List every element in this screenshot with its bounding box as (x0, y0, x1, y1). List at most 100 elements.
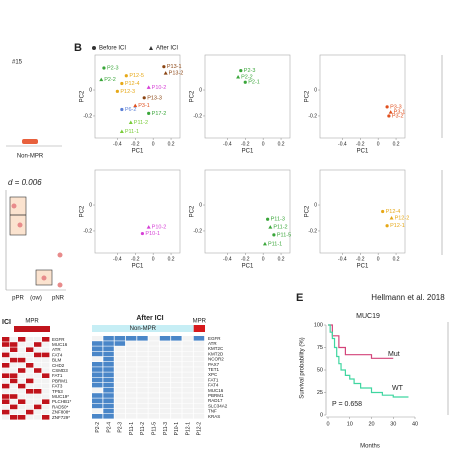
point-label: P2-3 (244, 68, 256, 74)
cell (18, 342, 26, 347)
cell (148, 372, 159, 377)
cell (159, 346, 171, 351)
gene-label: EGFR (208, 336, 221, 341)
cell (193, 393, 205, 398)
point-label: P11-2 (273, 225, 287, 231)
cell (42, 347, 50, 352)
x-axis-label: PC1 (357, 149, 369, 155)
gene-label: XPC (208, 372, 218, 377)
point-label: P2-3 (107, 65, 119, 71)
plot-frame (204, 169, 291, 254)
cell (137, 336, 148, 341)
cell (42, 389, 50, 394)
cell (10, 347, 18, 352)
cell (10, 415, 18, 420)
cell (34, 363, 42, 368)
cell (103, 377, 114, 383)
cell (125, 403, 137, 409)
cell (148, 393, 159, 398)
point (272, 233, 276, 237)
point-label: P6-2 (125, 107, 137, 113)
gene-label: BLM (52, 358, 62, 363)
point (163, 71, 168, 75)
cell (171, 414, 182, 419)
cell (10, 342, 18, 347)
cell (92, 398, 103, 403)
gene-label: CHD2 (52, 363, 65, 368)
y-tick-label: 100 (314, 322, 323, 328)
column-label: P11-5 (151, 422, 157, 435)
cell (2, 404, 10, 410)
point (147, 111, 151, 115)
cell (92, 403, 103, 409)
cell (137, 367, 148, 372)
cell (10, 409, 18, 415)
x-tick-label: -0.2 (241, 141, 250, 147)
x-tick-label: -0.4 (113, 141, 122, 147)
chart-subtitle: MUC19 (356, 313, 380, 320)
cell (182, 362, 193, 367)
gene-label: FAT4 (52, 352, 63, 357)
cell (137, 414, 148, 419)
cell (159, 408, 171, 414)
y-tick-label: -0.2 (83, 228, 92, 234)
dot (41, 275, 47, 281)
column-label: P11-3 (163, 422, 169, 435)
cell (182, 408, 193, 414)
point-label: P13-2 (169, 71, 184, 77)
column-label: P10-1 (174, 422, 180, 436)
cell (42, 399, 50, 404)
cell (42, 363, 50, 368)
y-tick-label: 0 (89, 87, 92, 93)
cell (137, 393, 148, 398)
cell (182, 398, 193, 403)
cell (92, 362, 103, 367)
cell (42, 383, 50, 389)
cell (18, 415, 26, 420)
cell (125, 356, 137, 362)
gene-label: KMT2C (208, 346, 224, 351)
cell (148, 377, 159, 383)
cell (103, 367, 114, 372)
cell (137, 388, 148, 393)
point (266, 217, 270, 221)
x-tick-label: 0.2 (278, 256, 285, 262)
cell (171, 362, 182, 367)
cell (114, 377, 126, 383)
y-axis-label: Survival probability (%) (300, 337, 306, 398)
point (236, 75, 241, 79)
cell (10, 368, 18, 373)
cell (148, 403, 159, 409)
chart-title: Hellmann et al. 2018 (371, 293, 445, 302)
cell (171, 346, 182, 351)
gene-label: KMT2D (208, 351, 224, 356)
cell (10, 394, 18, 399)
x-tick-label: 0.2 (168, 256, 175, 262)
cell (18, 394, 26, 399)
cell (34, 409, 42, 415)
cell (18, 337, 26, 342)
cell (34, 373, 42, 378)
cell (42, 404, 50, 410)
cell (103, 403, 114, 409)
p-value: d = 0.006 (8, 178, 42, 187)
cell (159, 372, 171, 377)
cell (92, 372, 103, 377)
y-axis-label: PC2 (305, 90, 311, 102)
cell (171, 336, 182, 341)
cell (103, 414, 114, 419)
point-label: P11-2 (134, 120, 148, 126)
cell (137, 362, 148, 367)
cell (10, 383, 18, 389)
cell (182, 393, 193, 398)
legend-dot (92, 46, 96, 50)
x-tick-label: 0.2 (168, 141, 175, 147)
x-tick-label: 30 (390, 421, 396, 427)
cell (148, 382, 159, 388)
cell (125, 414, 137, 419)
point (120, 81, 124, 86)
cell (34, 347, 42, 352)
point-label: P2-2 (104, 77, 116, 83)
x-tick-label: -0.2 (241, 256, 250, 262)
x-axis-label: PC1 (242, 149, 254, 155)
